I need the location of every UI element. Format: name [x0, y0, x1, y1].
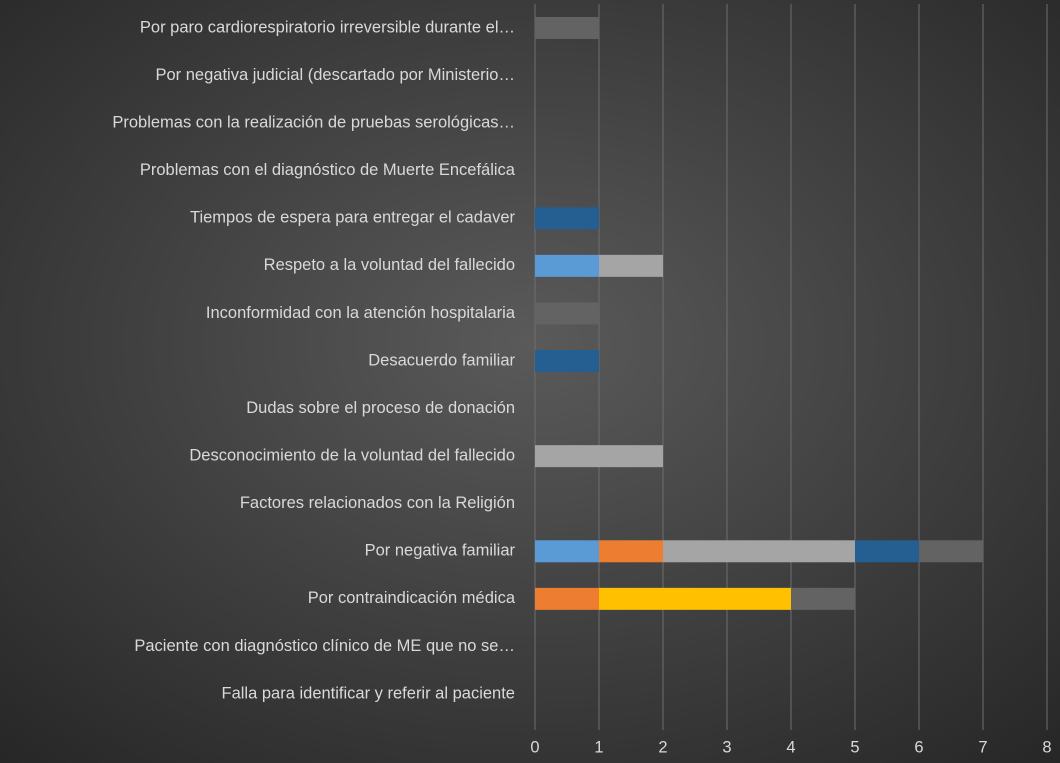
- x-tick-label: 1: [594, 738, 603, 756]
- y-tick-label: Desconocimiento de la voluntad del falle…: [189, 447, 515, 465]
- y-tick-label: Dudas sobre el proceso de donación: [246, 399, 515, 417]
- bar-segment: [535, 17, 599, 39]
- bar-segment: [599, 254, 663, 277]
- y-tick-label: Respeto a la voluntad del fallecido: [264, 256, 515, 274]
- x-tick-label: 3: [722, 738, 731, 756]
- y-tick-label: Por negativa familiar: [365, 542, 516, 560]
- y-tick-label: Por contraindicación médica: [308, 589, 516, 607]
- y-tick-label: Desacuerdo familiar: [368, 351, 515, 369]
- y-tick-label: Problemas con la realización de pruebas …: [112, 114, 515, 132]
- y-tick-label: Inconformidad con la atención hospitalar…: [206, 304, 516, 322]
- bar-segment: [919, 540, 983, 563]
- y-tick-label: Factores relacionados con la Religión: [240, 494, 515, 512]
- bar-segment: [535, 207, 599, 230]
- bar-segment: [599, 540, 663, 563]
- y-tick-label: Por paro cardiorespiratorio irreversible…: [140, 18, 515, 36]
- x-tick-label: 8: [1042, 738, 1051, 756]
- x-tick-label: 4: [786, 738, 795, 756]
- bar-segment: [535, 587, 599, 610]
- y-tick-label: Por negativa judicial (descartado por Mi…: [155, 66, 515, 84]
- x-tick-label: 7: [978, 738, 987, 756]
- bar-segment: [535, 302, 599, 325]
- bar-segment: [535, 254, 599, 277]
- y-tick-label: Problemas con el diagnóstico de Muerte E…: [140, 161, 516, 179]
- bar-segment: [855, 540, 919, 563]
- bar-segment: [599, 587, 791, 610]
- x-tick-label: 0: [530, 738, 539, 756]
- bar-segment: [663, 540, 855, 563]
- bar-segment: [535, 540, 599, 563]
- y-tick-label: Falla para identificar y referir al paci…: [222, 684, 515, 702]
- x-tick-label: 2: [658, 738, 667, 756]
- bar-segment: [535, 445, 663, 468]
- y-tick-label: Paciente con diagnóstico clínico de ME q…: [134, 637, 515, 655]
- bar-segment: [535, 350, 599, 372]
- y-tick-label: Tiempos de espera para entregar el cadav…: [190, 209, 515, 227]
- bar-segment: [791, 587, 855, 610]
- x-tick-label: 6: [914, 738, 923, 756]
- x-tick-label: 5: [850, 738, 859, 756]
